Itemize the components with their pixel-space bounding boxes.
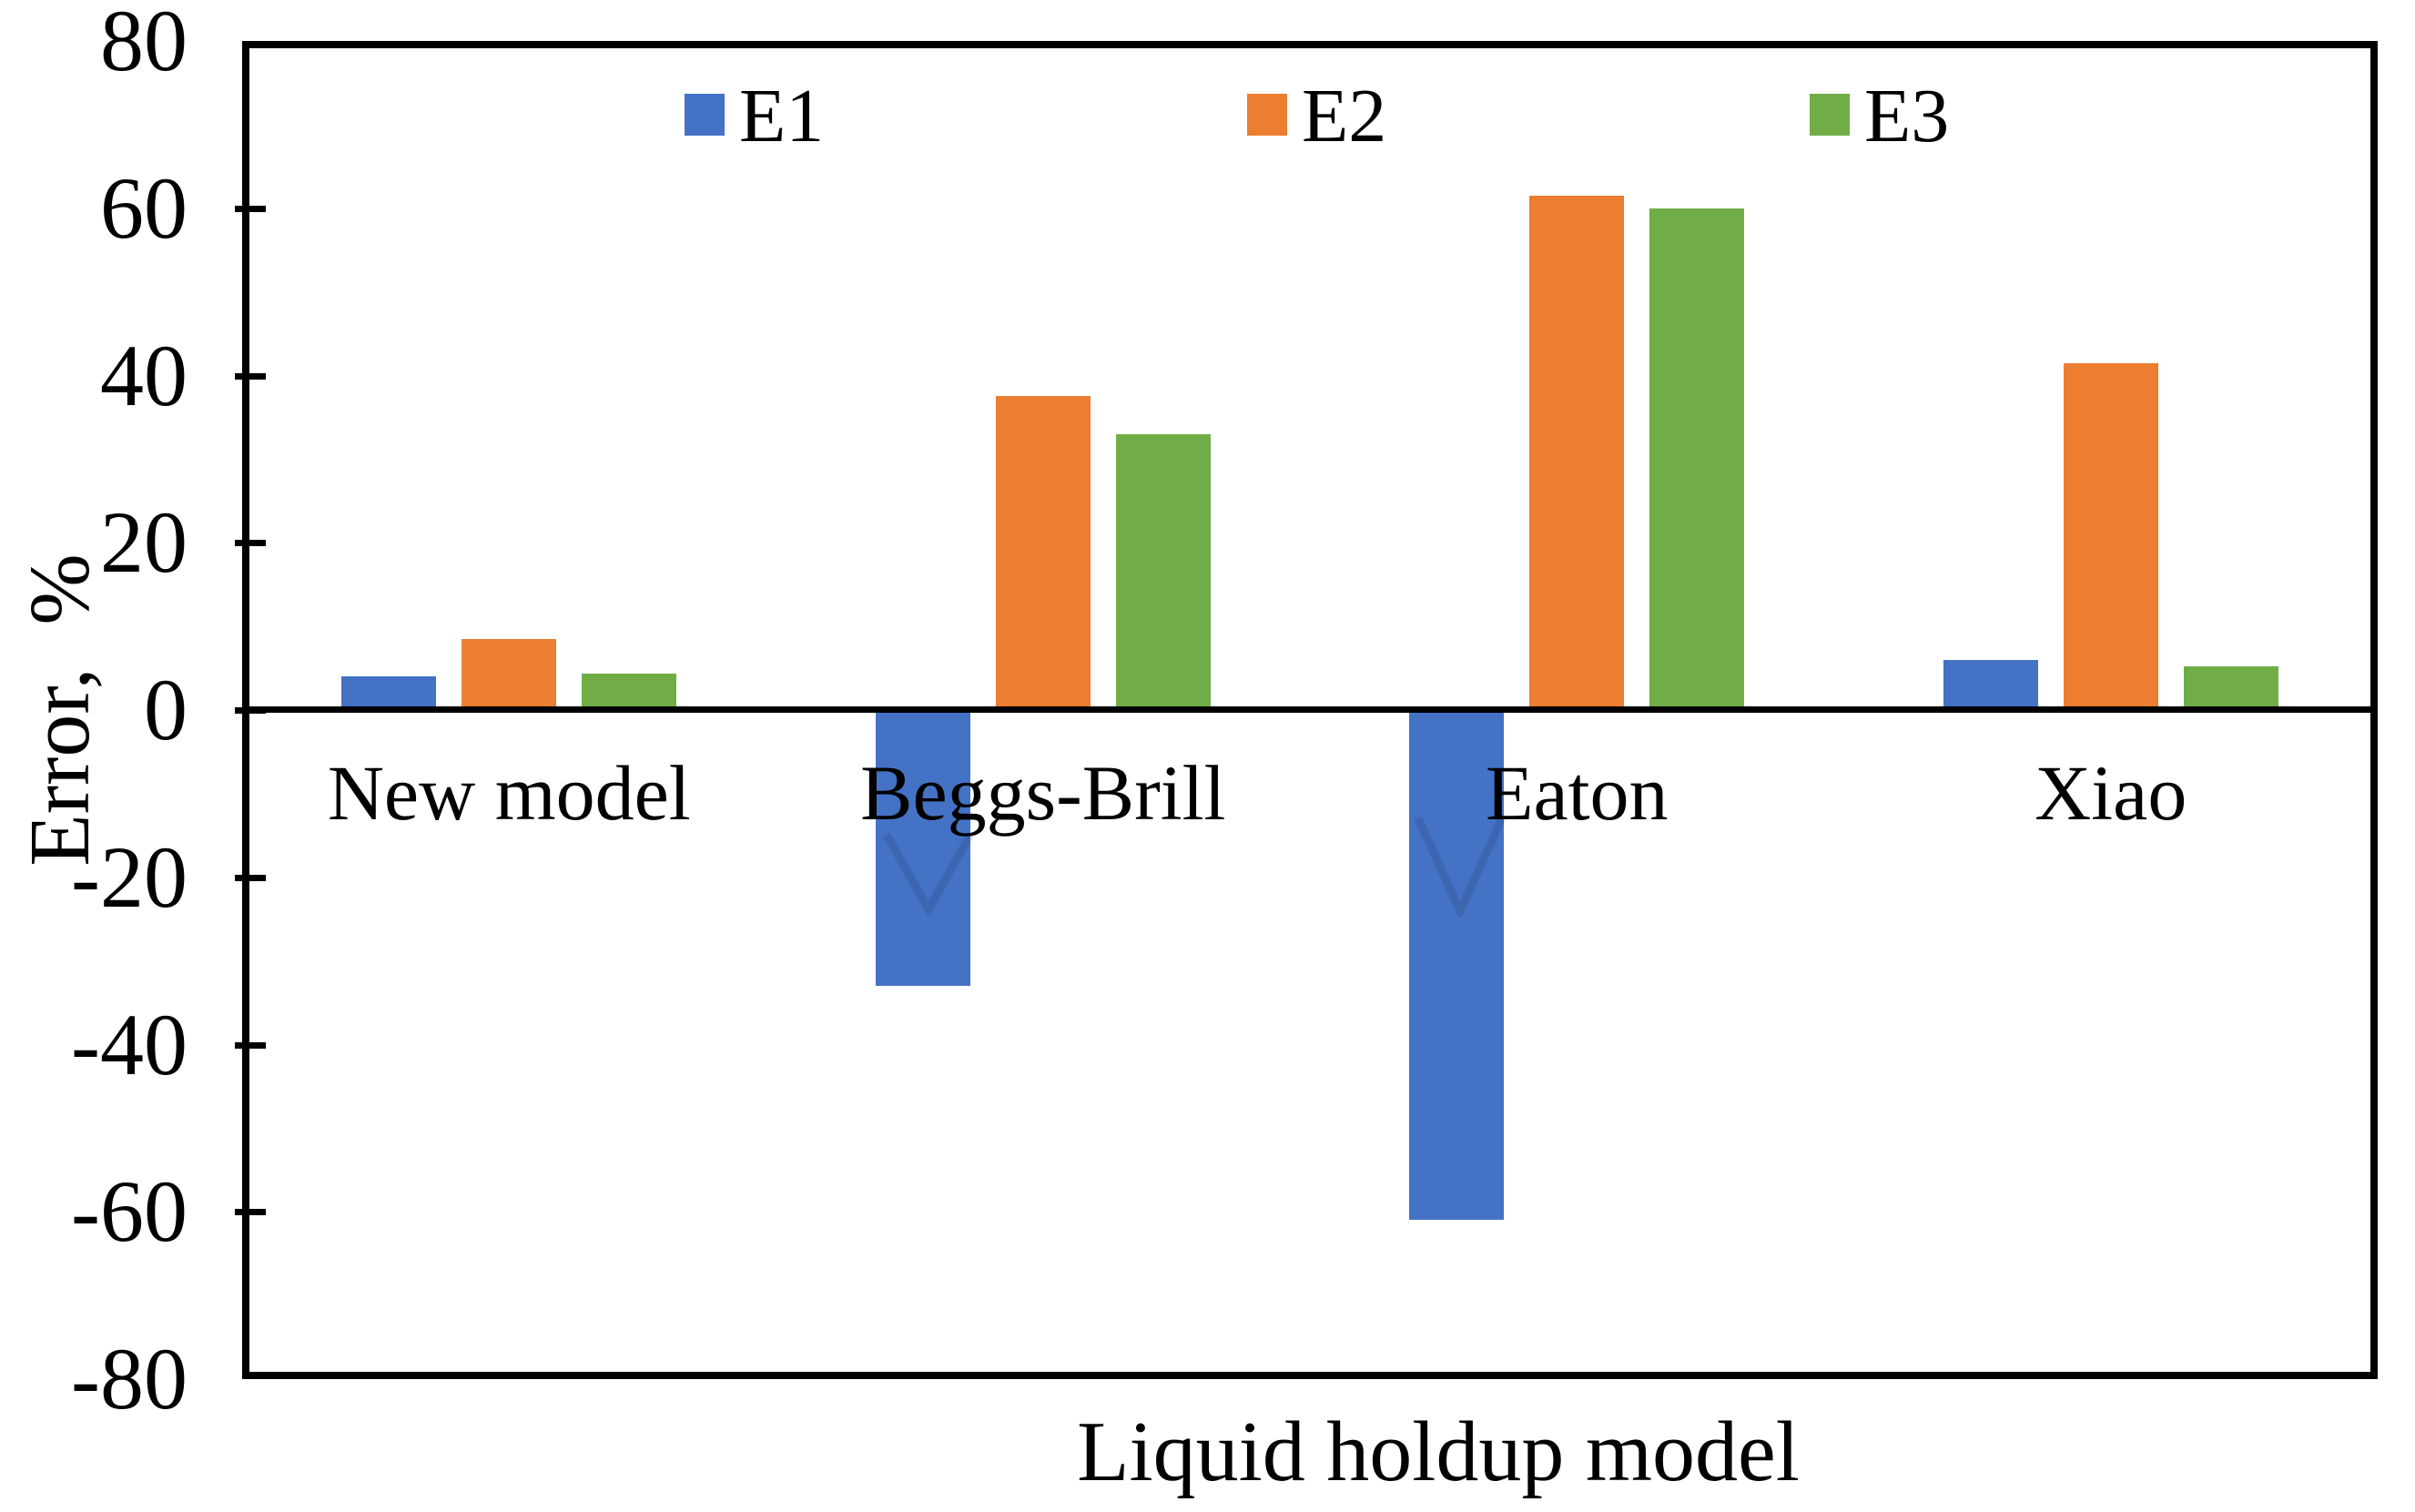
zero-axis-line [242,706,2378,713]
legend-label-e1: E1 [739,74,825,158]
category-label-eaton: Eaton [1485,749,1669,837]
bar-e3-new-model [582,674,677,710]
y-tick-label--20: -20 [71,827,188,926]
bar-e3-beggs-brill [1115,433,1211,710]
y-tick-label-60: 60 [100,158,188,257]
y-tick--20 [235,874,266,881]
y-tick--40 [235,1041,266,1049]
bar-e2-beggs-brill [995,396,1091,710]
category-label-new-model: New model [327,749,691,837]
y-tick-label-0: 0 [144,661,188,758]
y-tick-label--80: -80 [71,1330,188,1427]
bar-e1-beggs-brill [875,710,970,987]
legend-swatch-e3 [1810,94,1850,136]
legend-swatch-e2 [1247,94,1287,136]
legend-label-e2: E2 [1302,74,1387,158]
x-axis-title: Liquid holdup model [1077,1405,1800,1499]
plot-area [235,41,2378,1379]
bar-e1-eaton [1409,710,1505,1221]
bar-e3-eaton [1649,208,1745,710]
y-tick--60 [235,1209,266,1216]
y-tick-60 [235,205,266,212]
category-label-xiao: Xiao [2034,749,2187,837]
bar-e1-xiao [1943,659,2038,710]
y-tick-40 [235,372,266,380]
bar-e2-eaton [1529,195,1625,710]
bar-e3-xiao [2183,666,2278,710]
legend-label-e3: E3 [1864,74,1950,158]
y-tick-label--60: -60 [71,1162,188,1261]
y-axis-title: Error, % [13,553,107,867]
y-tick-20 [235,540,266,547]
bar-e2-xiao [2063,362,2158,710]
y-tick-0 [235,707,266,714]
bar-e1-new-model [341,676,437,710]
y-tick-label-20: 20 [100,493,188,592]
y-tick-label-40: 40 [100,326,188,424]
legend-swatch-e1 [685,94,725,136]
bar-e2-new-model [462,638,557,710]
y-tick-label-80: 80 [100,0,188,89]
category-label-beggs-brill: Beggs-Brill [860,749,1226,837]
y-tick-label--40: -40 [71,995,188,1093]
